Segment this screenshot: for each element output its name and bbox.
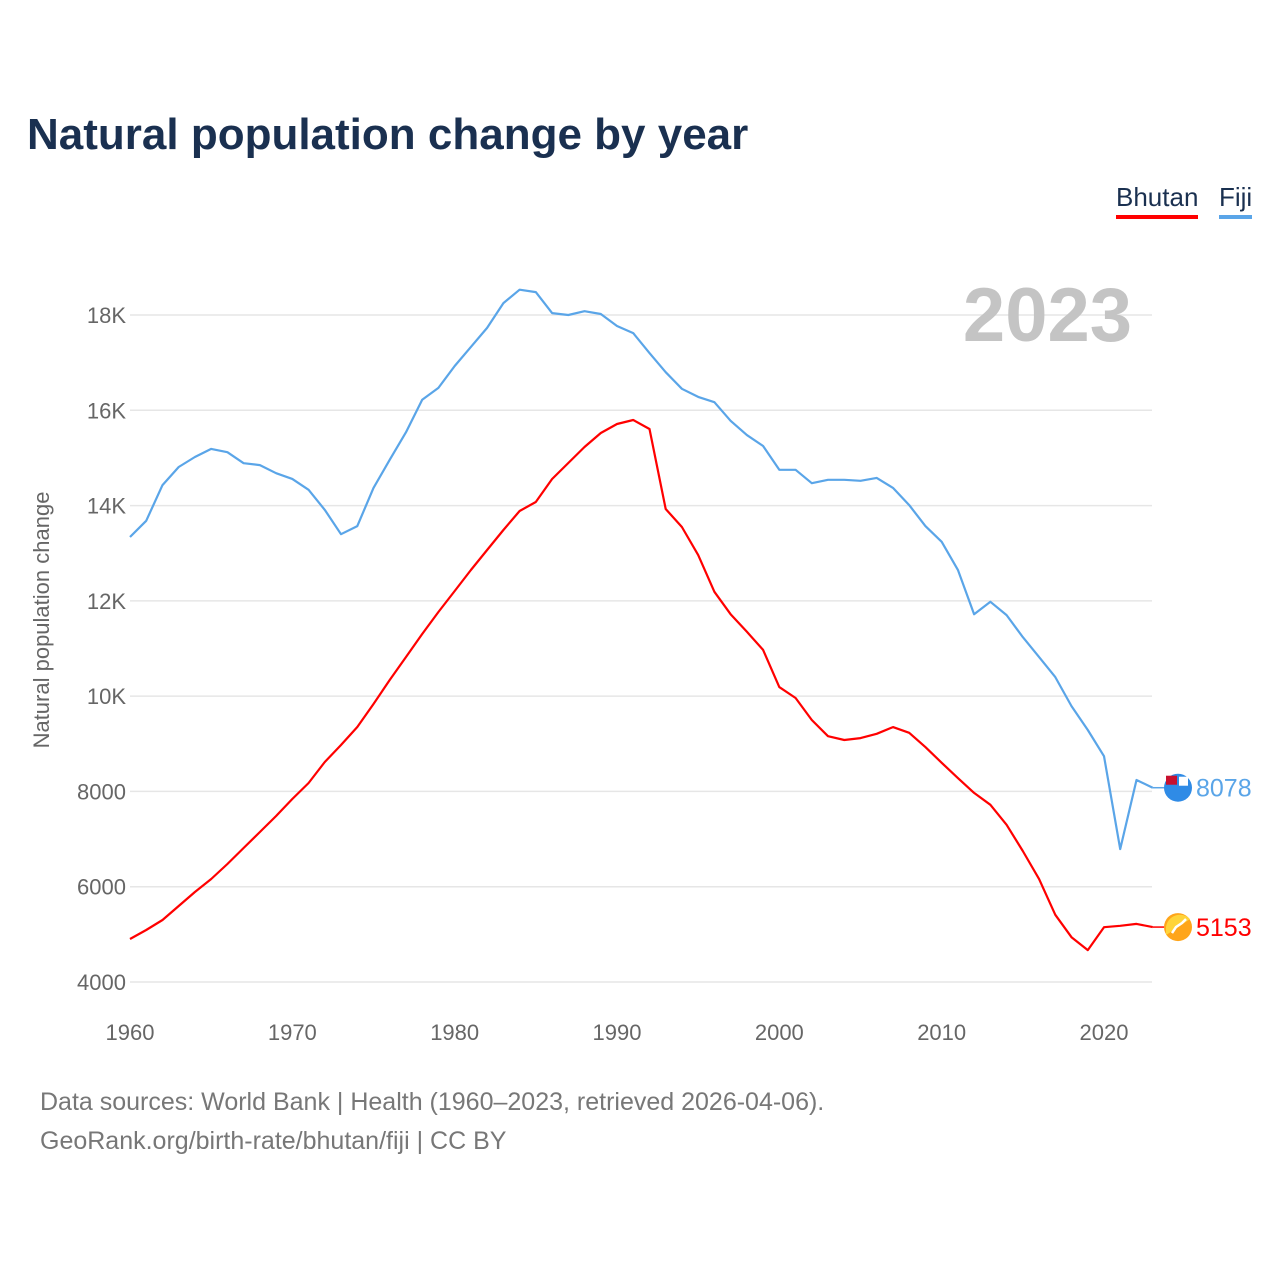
source-text: Data sources: World Bank | Health (1960–…	[40, 1088, 825, 1116]
legend-fiji[interactable]: Fiji	[1219, 182, 1253, 219]
y-tick-label: 12K	[87, 589, 126, 614]
series-line-fiji	[129, 288, 1154, 851]
x-tick-label: 2020	[1080, 1020, 1129, 1045]
end-value-label-fiji: 8078	[1196, 775, 1252, 803]
end-value-label-bhutan: 5153	[1196, 914, 1252, 942]
y-tick-label: 18K	[87, 303, 126, 328]
x-tick-label: 2000	[755, 1020, 804, 1045]
y-tick-label: 6000	[77, 875, 126, 900]
x-tick-label: 2010	[917, 1020, 966, 1045]
fiji-flag-icon	[1166, 775, 1177, 785]
source-link[interactable]: GeoRank.org/birth-rate/bhutan/fiji | CC …	[40, 1127, 507, 1155]
chart-title: Natural population change by year	[27, 110, 749, 159]
bhutan-flag-icon	[1170, 918, 1187, 934]
y-tick-label: 14K	[87, 494, 126, 519]
x-tick-label: 1980	[430, 1020, 479, 1045]
y-tick-label: 8000	[77, 779, 126, 804]
year-display: 2023	[962, 273, 1132, 358]
series-line-bhutan	[129, 418, 1153, 952]
y-tick-label: 10K	[87, 684, 126, 709]
fiji-flag-icon	[1179, 776, 1188, 786]
x-tick-label: 1990	[593, 1020, 642, 1045]
y-tick-label: 16K	[87, 398, 126, 423]
y-tick-label: 4000	[77, 970, 126, 995]
x-tick-label: 1970	[268, 1020, 317, 1045]
x-tick-label: 1960	[106, 1020, 155, 1045]
legend-bhutan[interactable]: Bhutan	[1116, 182, 1199, 219]
